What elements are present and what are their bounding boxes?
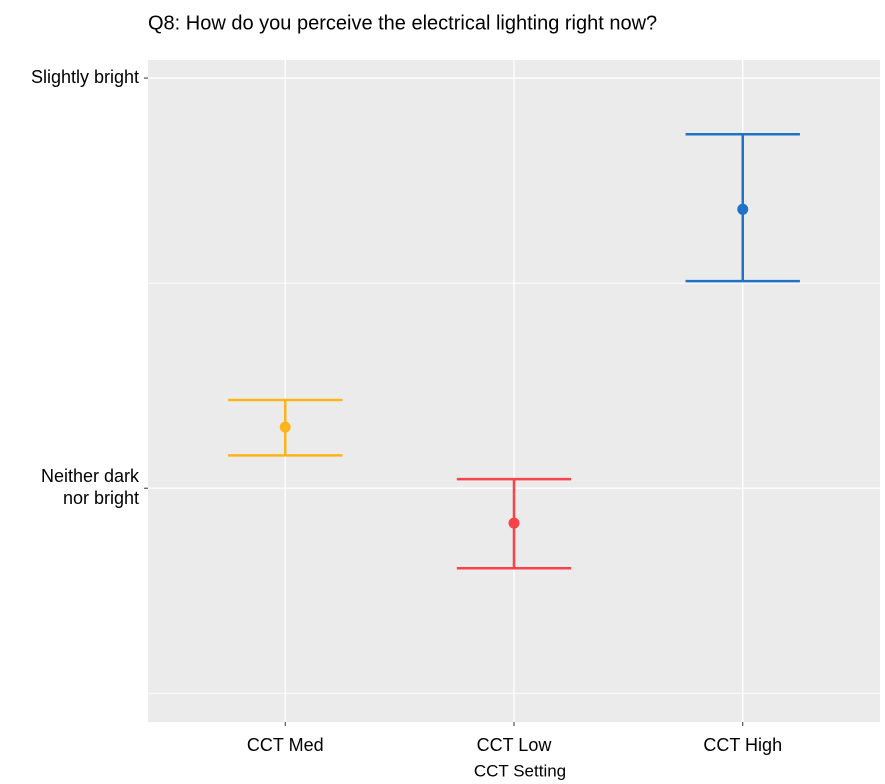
y-tick-label: Neither dark nor bright	[41, 466, 140, 508]
point	[279, 421, 291, 433]
x-tick-label: CCT High	[703, 735, 782, 755]
point	[737, 203, 749, 215]
point	[508, 517, 520, 529]
y-tick-label: Slightly bright	[31, 67, 139, 87]
x-axis-title: CCT Setting	[474, 761, 566, 780]
x-tick-label: CCT Low	[477, 735, 553, 755]
x-tick-label: CCT Med	[247, 735, 324, 755]
chart-title: Q8: How do you perceive the electrical l…	[148, 12, 657, 34]
